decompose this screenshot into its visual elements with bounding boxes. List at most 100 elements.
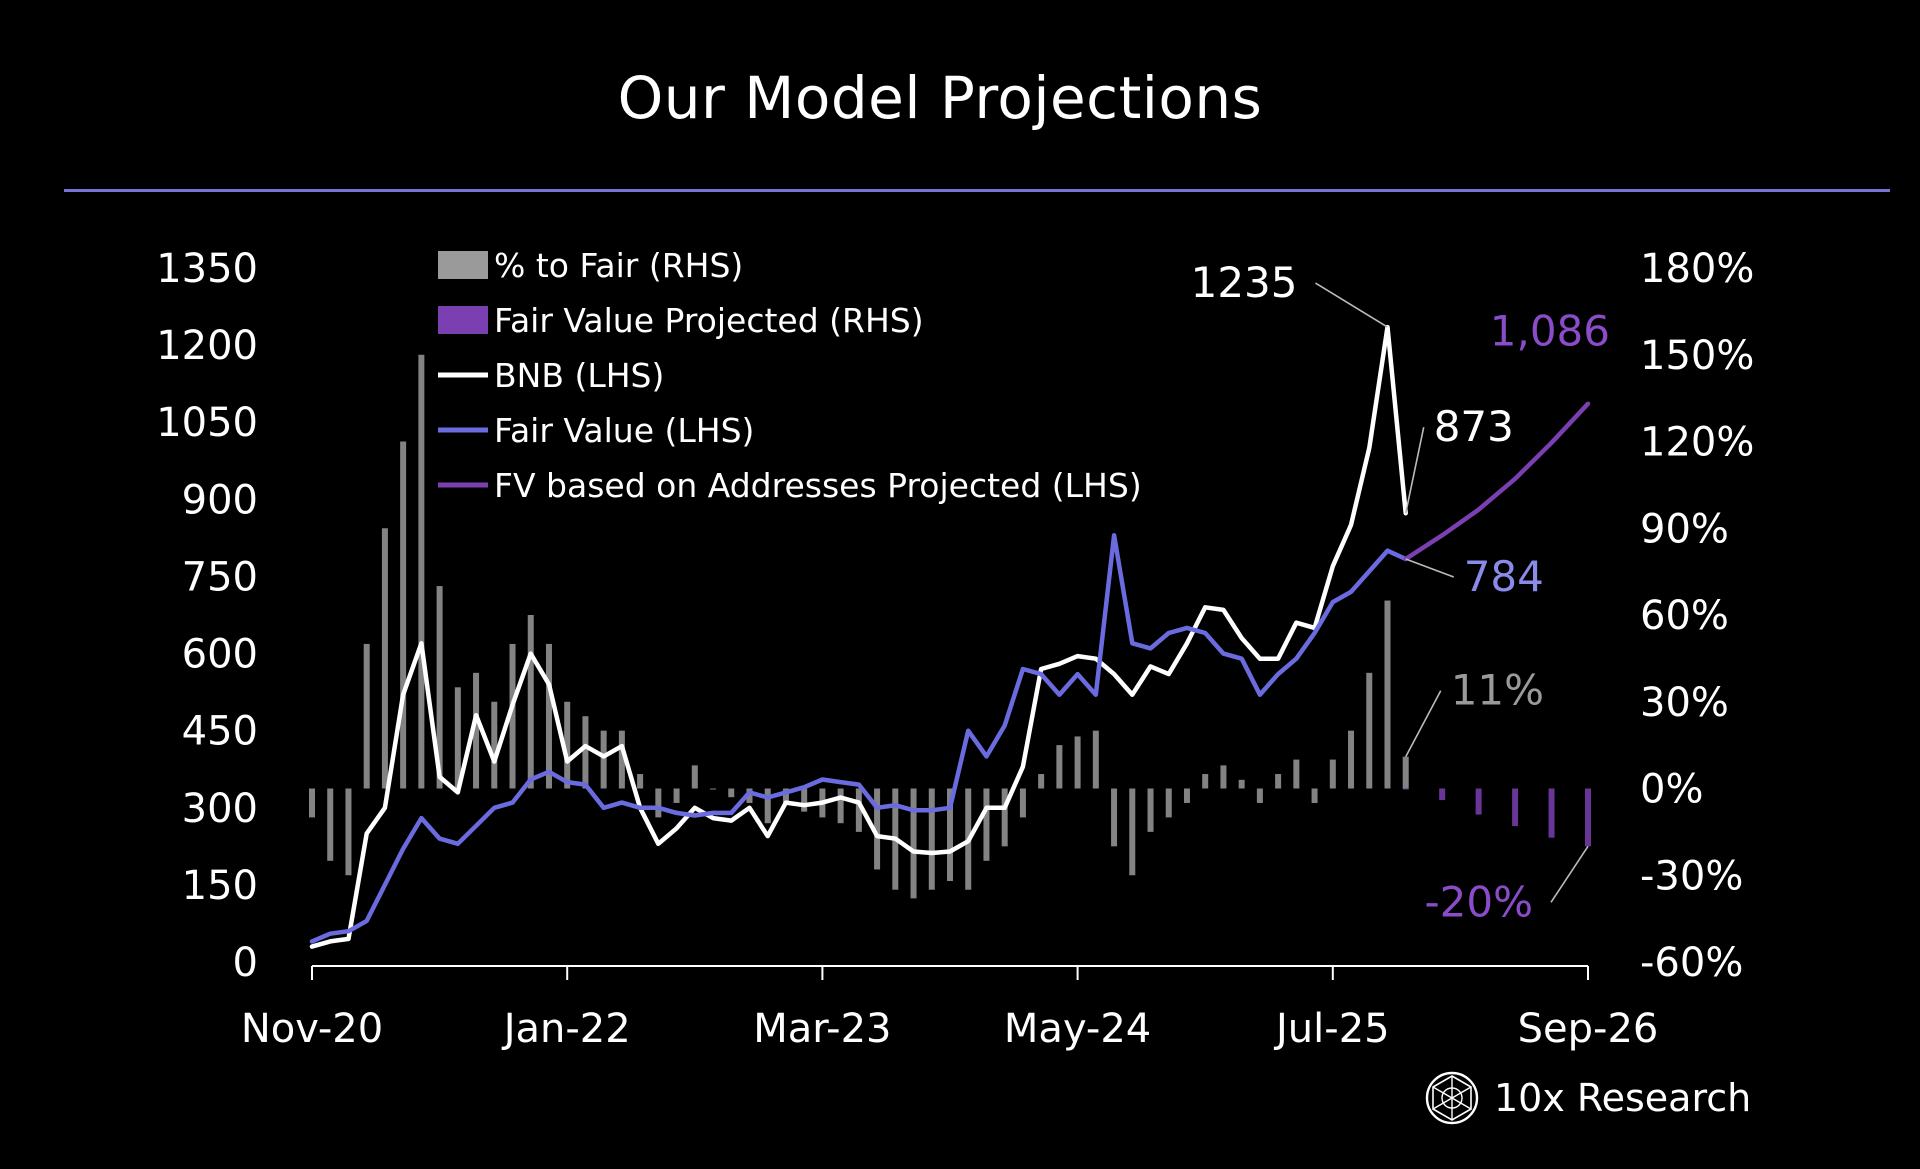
y-left-tick-label: 1200 (156, 323, 258, 369)
to-fair-rhs-bar (1019, 788, 1026, 818)
x-tick-label: May-24 (1004, 1006, 1151, 1052)
to-fair-rhs-bar (1384, 600, 1391, 789)
to-fair-rhs-bar (1001, 788, 1008, 847)
y-left-tick-label: 1350 (156, 246, 258, 292)
x-tick-label: Jul-25 (1273, 1006, 1390, 1052)
legend-swatch (438, 251, 488, 279)
bars-layer (309, 354, 1591, 899)
to-fair-rhs-bar (1111, 788, 1118, 847)
to-fair-rhs-bar (527, 615, 534, 789)
to-fair-rhs-bar (728, 788, 735, 798)
y-right-tick-label: 150% (1640, 333, 1754, 379)
to-fair-rhs-bar (363, 643, 370, 789)
legend-label: Fair Value (LHS) (494, 411, 754, 450)
to-fair-rhs-bar (837, 788, 844, 824)
to-fair-rhs-bar (691, 765, 698, 789)
y-right-tick-label: -60% (1640, 940, 1743, 986)
fv-based-on-addresses-projected-lhs-line (1403, 401, 1591, 562)
x-tick-label: Jan-22 (501, 1006, 631, 1052)
legend-label: Fair Value Projected (RHS) (494, 301, 924, 340)
to-fair-rhs-bar (400, 441, 407, 789)
x-tick-label: Sep-26 (1518, 1006, 1659, 1052)
y-right-tick-label: 0% (1640, 767, 1703, 813)
to-fair-rhs-bar (1165, 788, 1172, 818)
to-fair-rhs-bar (1147, 788, 1154, 832)
to-fair-rhs-bar (545, 643, 552, 789)
logo-icon (1425, 1071, 1479, 1125)
fair-value-projected-rhs-bar (1402, 788, 1409, 790)
legend: % to Fair (RHS) Fair Value Projected (RHS… (438, 246, 1142, 505)
to-fair-rhs-bar (1092, 730, 1099, 789)
annotation-label: -20% (1424, 877, 1533, 926)
to-fair-rhs-bar (1202, 774, 1209, 789)
to-fair-rhs-bar (345, 788, 352, 876)
legend-label: BNB (LHS) (494, 356, 664, 395)
fair-value-projected-rhs-bar (1512, 788, 1519, 827)
annotation-leader (1405, 558, 1454, 578)
fair-value-projected-rhs-bar (1585, 788, 1591, 847)
annotation-leader (1315, 282, 1388, 328)
legend-label: FV based on Addresses Projected (LHS) (494, 466, 1142, 505)
to-fair-rhs-bar (710, 788, 717, 790)
to-fair-rhs-bar (454, 687, 461, 789)
to-fair-rhs-bar (1275, 774, 1282, 789)
annotation-label: 11% (1451, 666, 1544, 715)
fair-value-lhs-line (309, 533, 1408, 944)
to-fair-rhs-bar (874, 788, 881, 870)
annotations: 1235 873 784 1,086 11% -20% (1191, 258, 1610, 926)
y-right-tick-label: 30% (1640, 680, 1729, 726)
y-left-tick-label: 0 (233, 940, 258, 986)
to-fair-rhs-bar (618, 730, 625, 789)
title-divider (64, 189, 1890, 192)
to-fair-rhs-bar (1402, 756, 1409, 789)
page-title: Our Model Projections (617, 64, 1263, 132)
bnb-lhs-line (309, 324, 1408, 949)
to-fair-rhs-bar (983, 788, 990, 861)
to-fair-rhs-bar (910, 788, 917, 899)
to-fair-rhs-bar (928, 788, 935, 890)
to-fair-rhs-bar (473, 672, 480, 789)
to-fair-rhs-bar (381, 528, 388, 789)
annotation-label: 873 (1434, 402, 1514, 451)
to-fair-rhs-bar (855, 788, 862, 832)
brand: 10x Research (1424, 1068, 1751, 1128)
to-fair-rhs-bar (491, 701, 498, 789)
to-fair-rhs-bar (1038, 774, 1045, 789)
to-fair-rhs-bar (1329, 759, 1336, 789)
to-fair-rhs-bar (655, 788, 662, 818)
to-fair-rhs-bar (564, 701, 571, 789)
to-fair-rhs-bar (600, 730, 607, 789)
to-fair-rhs-bar (1366, 672, 1373, 789)
to-fair-rhs-bar (1074, 736, 1081, 789)
to-fair-rhs-bar (327, 788, 334, 861)
y-right-tick-label: 180% (1640, 246, 1754, 292)
annotation-leader (1404, 427, 1425, 514)
y-left-tick-label: 150 (182, 863, 258, 909)
annotation-leader (1550, 845, 1589, 903)
y-right-tick-label: 90% (1640, 506, 1729, 552)
y-left-tick-label: 300 (182, 786, 258, 832)
x-tick-label: Nov-20 (241, 1006, 383, 1052)
to-fair-rhs-bar (637, 774, 644, 789)
y-left-tick-label: 450 (182, 709, 258, 755)
to-fair-rhs-bar (764, 788, 771, 824)
to-fair-rhs-bar (801, 788, 808, 812)
to-fair-rhs-bar (582, 716, 589, 789)
to-fair-rhs-bar (1183, 788, 1190, 803)
to-fair-rhs-bar (418, 354, 425, 789)
to-fair-rhs-bar (947, 788, 953, 882)
y-right-tick-label: -30% (1640, 853, 1743, 899)
to-fair-rhs-bar (509, 643, 516, 789)
annotation-leader (1405, 690, 1442, 758)
lines-layer (309, 324, 1591, 949)
to-fair-rhs-bar (1220, 765, 1227, 789)
annotation-label: 1235 (1191, 258, 1298, 307)
y-left-tick-label: 750 (182, 554, 258, 600)
axes-layer: Nov-20 Jan-22 Mar-23 May-24 Jul-25 Sep-26 0 150… (156, 246, 1754, 1052)
y-left-tick-label: 900 (182, 477, 258, 523)
annotation-label: 1,086 (1490, 307, 1610, 356)
y-left-tick-label: 600 (182, 632, 258, 678)
to-fair-rhs-bar (782, 788, 789, 803)
brand-name: 10x Research (1494, 1076, 1752, 1120)
